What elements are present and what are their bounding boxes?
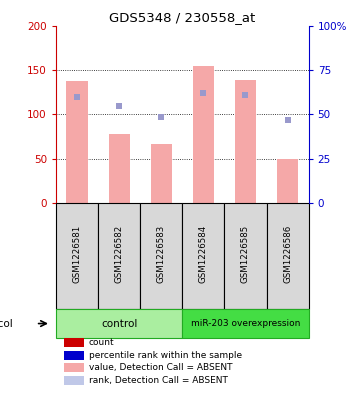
Bar	[225, 203, 266, 309]
Text: control: control	[101, 319, 137, 329]
Text: GSM1226583: GSM1226583	[157, 225, 166, 283]
Bar	[182, 309, 309, 338]
Point	[74, 94, 80, 100]
Bar	[64, 376, 84, 385]
Bar	[109, 134, 130, 203]
Bar	[56, 309, 182, 338]
Bar	[182, 203, 225, 309]
Bar	[193, 66, 214, 203]
Text: GSM1226584: GSM1226584	[199, 225, 208, 283]
Point	[116, 103, 122, 110]
Bar	[98, 203, 140, 309]
Text: value, Detection Call = ABSENT: value, Detection Call = ABSENT	[88, 363, 232, 372]
Text: GSM1226582: GSM1226582	[115, 225, 123, 283]
Bar	[151, 145, 172, 203]
Text: protocol: protocol	[0, 319, 13, 329]
Text: GSM1226581: GSM1226581	[73, 225, 82, 283]
Text: rank, Detection Call = ABSENT: rank, Detection Call = ABSENT	[88, 376, 227, 385]
Text: GSM1226585: GSM1226585	[241, 225, 250, 283]
Bar	[64, 351, 84, 360]
Bar	[277, 159, 298, 203]
Point	[243, 92, 248, 98]
Point	[285, 116, 291, 123]
Bar	[56, 203, 98, 309]
Text: count: count	[88, 338, 114, 347]
Bar	[140, 203, 182, 309]
Bar	[266, 203, 309, 309]
Point	[200, 90, 206, 96]
Title: GDS5348 / 230558_at: GDS5348 / 230558_at	[109, 11, 256, 24]
Bar	[235, 80, 256, 203]
Bar	[66, 81, 87, 203]
Bar	[64, 338, 84, 347]
Bar	[64, 363, 84, 372]
Text: percentile rank within the sample: percentile rank within the sample	[88, 351, 242, 360]
Text: miR-203 overexpression: miR-203 overexpression	[191, 319, 300, 328]
Point	[158, 114, 164, 120]
Text: GSM1226586: GSM1226586	[283, 225, 292, 283]
